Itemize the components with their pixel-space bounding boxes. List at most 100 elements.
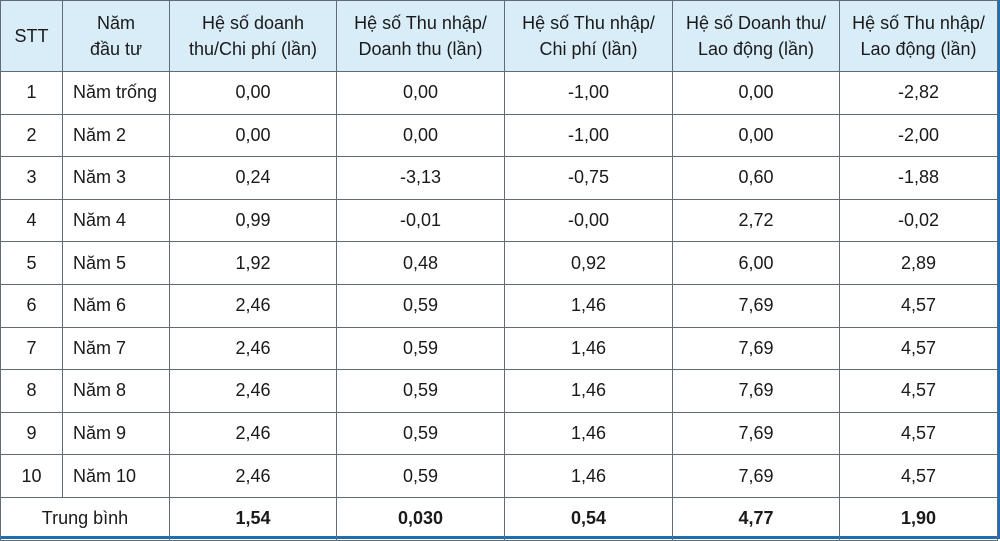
cell-income-revenue: 0,59 bbox=[336, 369, 505, 413]
cell-income-labor: 4,57 bbox=[839, 283, 998, 328]
cell-income-cost: 1,46 bbox=[504, 326, 673, 371]
table-row: 7 Năm 7 2,46 0,59 1,46 7,69 4,57 bbox=[0, 326, 998, 371]
cell-income-cost: -1,00 bbox=[504, 113, 673, 158]
cell-income-revenue: 0,59 bbox=[336, 454, 505, 498]
cell-stt: 5 bbox=[0, 241, 63, 285]
cell-revenue-cost: 2,46 bbox=[169, 283, 337, 328]
average-cell: 0,030 bbox=[336, 496, 505, 541]
table-footer: Trung bình 1,54 0,030 0,54 4,77 1,90 bbox=[0, 496, 998, 541]
average-label: Trung bình bbox=[0, 496, 170, 541]
cell-income-labor: -0,02 bbox=[839, 198, 998, 243]
cell-revenue-labor: 7,69 bbox=[672, 369, 840, 413]
header-income-revenue-line2: Doanh thu (lần) bbox=[358, 39, 483, 59]
cell-year: Năm 7 bbox=[62, 326, 170, 371]
table-row: 1 Năm trống 0,00 0,00 -1,00 0,00 -2,82 bbox=[0, 71, 998, 115]
header-income-revenue: Hệ số Thu nhập/ Doanh thu (lần) bbox=[336, 0, 505, 72]
table-header: STT Năm đầu tư Hệ số doanh thu/Chi phí (… bbox=[0, 0, 998, 72]
cell-income-revenue: 0,00 bbox=[336, 71, 505, 115]
header-income-labor-line1: Hệ số Thu nhập/ bbox=[852, 13, 985, 33]
cell-year: Năm 3 bbox=[62, 156, 170, 200]
header-stt-label: STT bbox=[14, 26, 49, 46]
cell-revenue-cost: 2,46 bbox=[169, 326, 337, 371]
cell-year: Năm 2 bbox=[62, 113, 170, 158]
cell-year: Năm trống bbox=[62, 71, 170, 115]
cell-income-revenue: 0,48 bbox=[336, 241, 505, 285]
cell-income-revenue: 0,59 bbox=[336, 283, 505, 328]
cell-income-labor: -2,82 bbox=[839, 71, 998, 115]
cell-revenue-cost: 2,46 bbox=[169, 411, 337, 456]
cell-income-cost: -0,75 bbox=[504, 156, 673, 200]
cell-stt: 6 bbox=[0, 283, 63, 328]
cell-revenue-labor: 6,00 bbox=[672, 241, 840, 285]
cell-income-revenue: -0,01 bbox=[336, 198, 505, 243]
cell-stt: 4 bbox=[0, 198, 63, 243]
header-income-labor-line2: Lao động (lần) bbox=[860, 39, 977, 59]
cell-income-labor: 4,57 bbox=[839, 369, 998, 413]
cell-income-revenue: -3,13 bbox=[336, 156, 505, 200]
cell-year: Năm 10 bbox=[62, 454, 170, 498]
cell-income-labor: 4,57 bbox=[839, 411, 998, 456]
cell-year: Năm 6 bbox=[62, 283, 170, 328]
header-revenue-cost: Hệ số doanh thu/Chi phí (lần) bbox=[169, 0, 337, 72]
cell-revenue-cost: 0,00 bbox=[169, 113, 337, 158]
table-row: 4 Năm 4 0,99 -0,01 -0,00 2,72 -0,02 bbox=[0, 198, 998, 243]
cell-income-revenue: 0,00 bbox=[336, 113, 505, 158]
average-cell: 1,90 bbox=[839, 496, 998, 541]
cell-revenue-labor: 7,69 bbox=[672, 326, 840, 371]
header-revenue-labor-line1: Hệ số Doanh thu/ bbox=[685, 13, 827, 33]
cell-stt: 9 bbox=[0, 411, 63, 456]
header-row: STT Năm đầu tư Hệ số doanh thu/Chi phí (… bbox=[0, 0, 998, 72]
header-revenue-labor: Hệ số Doanh thu/ Lao động (lần) bbox=[672, 0, 840, 72]
header-income-revenue-line1: Hệ số Thu nhập/ bbox=[354, 13, 487, 33]
cell-revenue-labor: 2,72 bbox=[672, 198, 840, 243]
table-row: 6 Năm 6 2,46 0,59 1,46 7,69 4,57 bbox=[0, 283, 998, 328]
cell-income-labor: 2,89 bbox=[839, 241, 998, 285]
cell-revenue-cost: 0,00 bbox=[169, 71, 337, 115]
cell-income-cost: 1,46 bbox=[504, 369, 673, 413]
average-cell: 0,54 bbox=[504, 496, 673, 541]
cell-income-cost: 0,92 bbox=[504, 241, 673, 285]
header-revenue-cost-line2: thu/Chi phí (lần) bbox=[188, 39, 318, 59]
cell-stt: 10 bbox=[0, 454, 63, 498]
table-row: 2 Năm 2 0,00 0,00 -1,00 0,00 -2,00 bbox=[0, 113, 998, 158]
cell-revenue-cost: 2,46 bbox=[169, 454, 337, 498]
cell-stt: 3 bbox=[0, 156, 63, 200]
table-row: 8 Năm 8 2,46 0,59 1,46 7,69 4,57 bbox=[0, 369, 998, 413]
cell-income-labor: 4,57 bbox=[839, 326, 998, 371]
cell-stt: 7 bbox=[0, 326, 63, 371]
cell-year: Năm 9 bbox=[62, 411, 170, 456]
cell-revenue-cost: 0,99 bbox=[169, 198, 337, 243]
cell-income-labor: -1,88 bbox=[839, 156, 998, 200]
cell-revenue-cost: 1,92 bbox=[169, 241, 337, 285]
average-row: Trung bình 1,54 0,030 0,54 4,77 1,90 bbox=[0, 496, 998, 541]
cell-revenue-labor: 7,69 bbox=[672, 454, 840, 498]
header-revenue-cost-line1: Hệ số doanh bbox=[201, 13, 305, 33]
cell-revenue-cost: 2,46 bbox=[169, 369, 337, 413]
table-row: 9 Năm 9 2,46 0,59 1,46 7,69 4,57 bbox=[0, 411, 998, 456]
average-cell: 4,77 bbox=[672, 496, 840, 541]
cell-income-revenue: 0,59 bbox=[336, 411, 505, 456]
cell-revenue-cost: 0,24 bbox=[169, 156, 337, 200]
header-income-cost-line2: Chi phí (lần) bbox=[539, 39, 638, 59]
cell-income-revenue: 0,59 bbox=[336, 326, 505, 371]
cell-income-cost: 1,46 bbox=[504, 283, 673, 328]
table-row: 5 Năm 5 1,92 0,48 0,92 6,00 2,89 bbox=[0, 241, 998, 285]
cell-year: Năm 4 bbox=[62, 198, 170, 243]
cell-income-cost: 1,46 bbox=[504, 411, 673, 456]
cell-income-labor: 4,57 bbox=[839, 454, 998, 498]
table-row: 3 Năm 3 0,24 -3,13 -0,75 0,60 -1,88 bbox=[0, 156, 998, 200]
header-income-labor: Hệ số Thu nhập/ Lao động (lần) bbox=[839, 0, 998, 72]
header-income-cost-line1: Hệ số Thu nhập/ bbox=[522, 13, 655, 33]
header-income-cost: Hệ số Thu nhập/ Chi phí (lần) bbox=[504, 0, 673, 72]
cell-income-cost: -1,00 bbox=[504, 71, 673, 115]
cell-year: Năm 8 bbox=[62, 369, 170, 413]
cell-revenue-labor: 7,69 bbox=[672, 283, 840, 328]
header-year-line1: Năm bbox=[96, 13, 135, 33]
header-year-line2: đầu tư bbox=[89, 39, 143, 59]
cell-revenue-labor: 7,69 bbox=[672, 411, 840, 456]
cell-stt: 2 bbox=[0, 113, 63, 158]
header-revenue-labor-line2: Lao động (lần) bbox=[697, 39, 815, 59]
cell-revenue-labor: 0,00 bbox=[672, 113, 840, 158]
